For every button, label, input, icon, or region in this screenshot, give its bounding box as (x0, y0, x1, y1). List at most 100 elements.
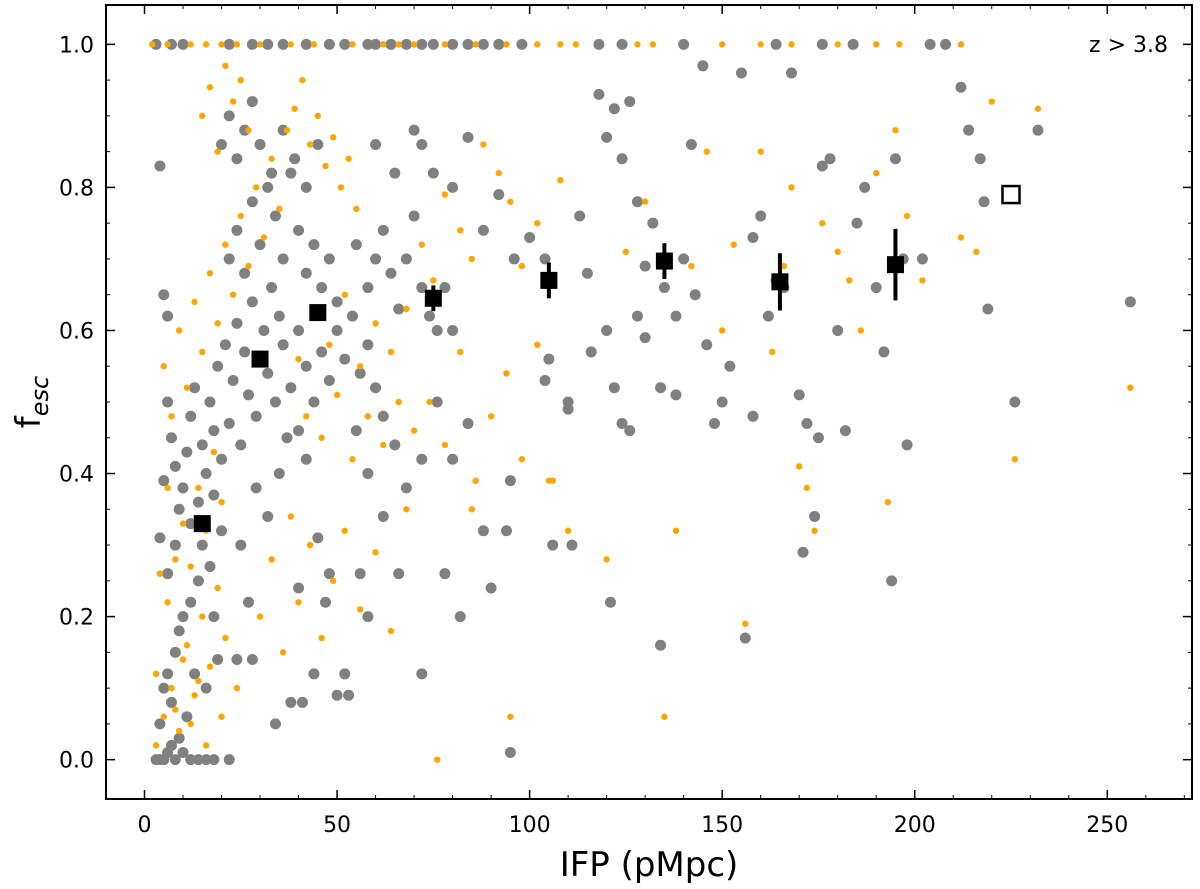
gray-point (439, 568, 451, 580)
gray-point (285, 167, 297, 179)
orange-point (237, 212, 244, 220)
gray-point (254, 138, 266, 150)
gray-point (670, 310, 682, 322)
gray-point (181, 711, 193, 723)
gray-point (940, 38, 952, 50)
orange-point (199, 348, 206, 356)
orange-point (896, 41, 903, 48)
gray-point (173, 732, 185, 744)
gray-point (655, 639, 667, 651)
gray-point (165, 696, 177, 708)
orange-point (299, 76, 306, 84)
gray-point (562, 403, 574, 415)
gray-point (165, 739, 177, 751)
gray-point (604, 596, 616, 608)
gray-point (447, 453, 459, 465)
orange-point (326, 341, 333, 348)
orange-point (168, 413, 175, 420)
orange-point (214, 320, 221, 327)
gray-point (423, 310, 435, 322)
orange-point (168, 684, 175, 692)
gray-point (185, 518, 197, 530)
orange-point (164, 41, 171, 48)
orange-point (372, 549, 379, 556)
gray-point (655, 382, 667, 394)
gray-point (539, 253, 551, 265)
gray-point (250, 482, 262, 494)
orange-point (260, 234, 268, 241)
orange-point (218, 41, 225, 48)
gray-point (797, 546, 809, 558)
gray-point (177, 611, 189, 623)
gray-point (169, 460, 181, 472)
orange-point (164, 484, 171, 492)
orange-point (757, 41, 764, 48)
gray-point (204, 561, 216, 573)
gray-point (408, 210, 420, 222)
orange-point (834, 41, 841, 48)
orange-point (229, 291, 237, 298)
orange-point (788, 41, 795, 48)
orange-point (237, 76, 244, 84)
gray-point (658, 282, 670, 294)
gray-point (354, 568, 366, 580)
orange-point (480, 141, 487, 148)
gray-point (323, 38, 335, 50)
gray-point (974, 153, 986, 165)
gray-point (524, 231, 536, 243)
gray-point (296, 696, 308, 708)
orange-scatter-series (149, 41, 1134, 763)
orange-point (441, 191, 449, 198)
orange-point (199, 613, 206, 620)
gray-point (200, 682, 212, 694)
orange-point (1034, 105, 1042, 112)
orange-point (195, 677, 202, 685)
orange-point (403, 305, 410, 313)
orange-point (672, 527, 680, 534)
orange-point (688, 262, 695, 270)
gray-point (300, 453, 312, 465)
gray-point (1009, 396, 1021, 408)
gray-point (273, 468, 285, 480)
gray-point (739, 632, 751, 644)
gray-point (447, 38, 459, 50)
gray-point (504, 475, 516, 487)
orange-point (988, 98, 995, 105)
orange-point (199, 112, 206, 120)
gray-point (477, 525, 489, 537)
orange-point (172, 706, 179, 713)
orange-point (156, 570, 164, 577)
orange-point (380, 41, 387, 48)
gray-point (177, 747, 189, 759)
gray-point (616, 38, 628, 50)
orange-point (457, 227, 464, 234)
orange-point (757, 148, 764, 155)
gray-point (901, 439, 913, 451)
gray-point (574, 210, 586, 222)
gray-point (346, 310, 358, 322)
orange-point (202, 742, 210, 749)
gray-point (343, 689, 355, 701)
gray-point (293, 224, 305, 236)
gray-point (308, 239, 320, 251)
gray-point (235, 539, 247, 551)
orange-point (649, 41, 657, 48)
gray-point (162, 568, 174, 580)
orange-point (306, 141, 314, 148)
gray-point (154, 532, 166, 544)
orange-point (387, 627, 395, 635)
gray-point (886, 575, 898, 587)
orange-point (175, 727, 183, 735)
gray-point (162, 668, 174, 680)
redshift-annotation: z > 3.8 (1089, 33, 1168, 58)
orange-point (834, 248, 841, 255)
gray-point (277, 38, 289, 50)
gray-point (824, 153, 836, 165)
gray-point (158, 289, 170, 301)
gray-point (616, 417, 628, 429)
orange-point (730, 241, 737, 248)
gray-point (219, 339, 231, 351)
orange-point (283, 126, 291, 134)
gray-point (362, 611, 374, 623)
gray-point (192, 575, 204, 587)
